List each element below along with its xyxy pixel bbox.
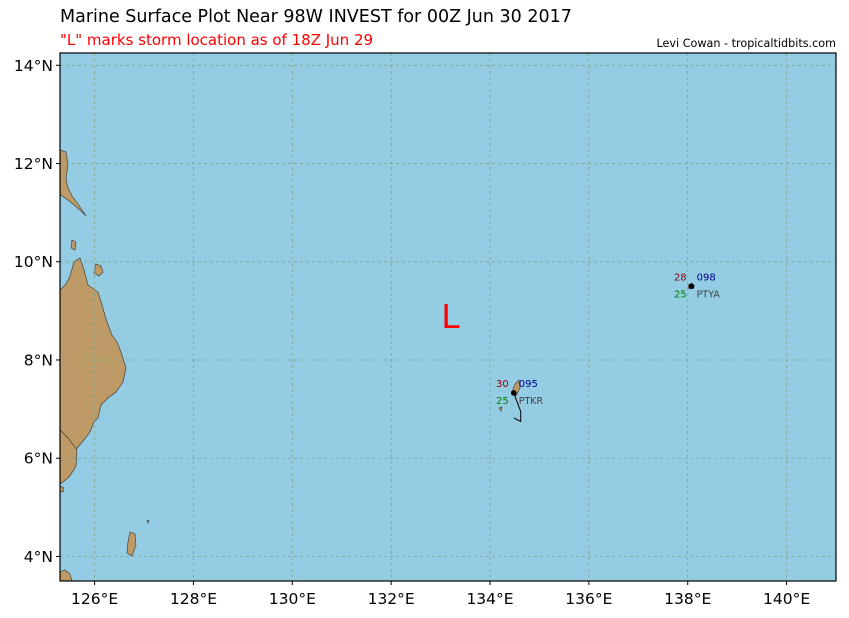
palau-island: [498, 406, 503, 412]
lat-tick-label: 12°N: [14, 155, 53, 173]
station-plots: 30 095 25 PTKR 28 098 25 PTYA: [496, 272, 720, 423]
station-ptkr: 30 095 25 PTKR: [496, 379, 544, 423]
talaud-islands: [126, 531, 137, 557]
station-dewpoint: 25: [674, 289, 687, 300]
station-pressure: 098: [697, 272, 716, 283]
storm-location-marker: L: [441, 297, 460, 336]
mindanao-landmass: [60, 257, 127, 477]
lat-tick-label: 8°N: [24, 351, 53, 369]
ocean-area: [60, 53, 836, 581]
small-island: [70, 239, 77, 251]
station-pressure: 095: [519, 379, 538, 390]
lon-tick-label: 132°E: [368, 590, 415, 608]
sulawesi-tip: [60, 569, 73, 581]
map-frame: [59, 52, 837, 582]
lat-tick-label: 10°N: [14, 253, 53, 271]
station-temperature: 28: [674, 272, 687, 283]
lat-tick-label: 4°N: [24, 548, 53, 566]
lon-tick-label: 136°E: [565, 590, 612, 608]
station-ptya: 28 098 25 PTYA: [674, 272, 720, 300]
station-dot: [510, 390, 517, 396]
station-dot: [688, 283, 695, 290]
lon-tick-label: 128°E: [170, 590, 217, 608]
map-subtitle: "L" marks storm location as of 18Z Jun 2…: [60, 31, 374, 49]
station-temperature: 30: [496, 379, 509, 390]
philippines-landmass: [60, 149, 87, 217]
wind-barb: [513, 392, 522, 423]
lon-tick-label: 126°E: [71, 590, 118, 608]
lat-tick-label: 14°N: [14, 57, 53, 75]
lon-tick-label: 140°E: [763, 590, 810, 608]
lon-tick-label: 130°E: [269, 590, 316, 608]
station-id: PTKR: [519, 396, 544, 407]
station-id: PTYA: [697, 289, 721, 300]
small-island: [146, 519, 150, 524]
lon-tick-label: 134°E: [466, 590, 513, 608]
lon-tick-label: 138°E: [664, 590, 711, 608]
credit-text: Levi Cowan - tropicaltidbits.com: [656, 37, 837, 50]
small-island: [60, 485, 65, 493]
lat-tick-label: 6°N: [24, 450, 53, 468]
axis-ticks: 126°E 128°E 130°E 132°E 134°E 136°E 138°E 140°E…: [14, 57, 810, 608]
gridlines: [60, 53, 836, 581]
station-dewpoint: 25: [496, 396, 509, 407]
map-title: Marine Surface Plot Near 98W INVEST for …: [60, 7, 572, 27]
